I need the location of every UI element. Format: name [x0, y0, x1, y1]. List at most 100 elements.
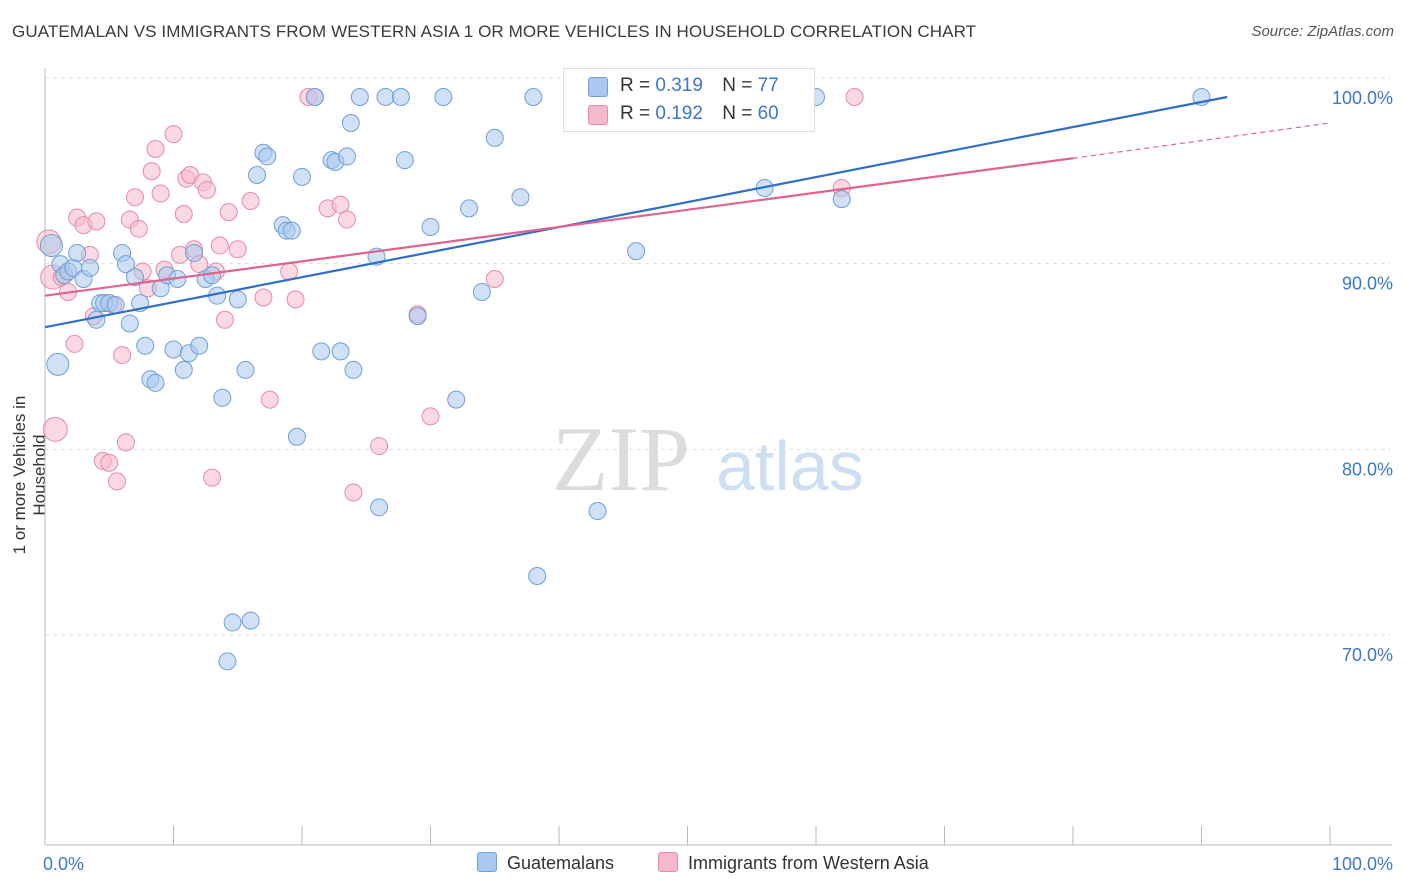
data-point-western-asia [125, 188, 144, 207]
data-point-western-asia [65, 334, 84, 353]
data-point-western-asia [164, 125, 183, 144]
data-point-western-asia [331, 195, 350, 214]
bottom-legend-swatch-pink [658, 852, 678, 872]
legend-n-label: N = [722, 103, 758, 124]
legend-swatch-pink [588, 105, 608, 125]
legend-r-value: 0.192 [655, 103, 703, 124]
data-point-guatemalans [228, 290, 247, 309]
y-tick-label: 90.0% [1342, 274, 1393, 294]
data-point-guatemalans [395, 151, 414, 170]
data-point-western-asia [113, 346, 132, 365]
correlation-legend: R = 0.319 N = 77 R = 0.192 N = 60 [563, 68, 815, 132]
gridlines [45, 77, 1390, 636]
bottom-legend-label: Guatemalans [507, 853, 615, 873]
chart-title: GUATEMALAN VS IMMIGRANTS FROM WESTERN AS… [12, 22, 977, 41]
data-point-western-asia [100, 453, 119, 472]
data-point-guatemalans [460, 199, 479, 218]
data-point-western-asia [151, 184, 170, 203]
data-point-guatemalans [146, 373, 165, 392]
legend-n-value: 77 [757, 75, 779, 96]
data-point-western-asia [260, 390, 279, 409]
data-point-guatemalans [282, 221, 301, 240]
data-point-guatemalans [370, 498, 389, 517]
y-tick-label: 100.0% [1332, 88, 1393, 108]
data-point-guatemalans [218, 652, 237, 671]
watermark-atlas: atlas [716, 427, 864, 505]
y-tick-label: 70.0% [1342, 645, 1393, 665]
data-point-western-asia [337, 210, 356, 229]
data-point-guatemalans [190, 336, 209, 355]
data-point-guatemalans [174, 360, 193, 379]
data-point-western-asia [197, 180, 216, 199]
bottom-legend-label: Immigrants from Western Asia [688, 853, 929, 873]
data-point-guatemalans [164, 340, 183, 359]
data-point-guatemalans [136, 336, 155, 355]
trend-line-western-asia [44, 157, 1074, 297]
source-label: Source: ZipAtlas.com [1251, 23, 1394, 40]
data-point-guatemalans [341, 113, 360, 132]
data-point-guatemalans [627, 242, 646, 261]
data-point-guatemalans [331, 342, 350, 361]
data-point-guatemalans [350, 88, 369, 106]
data-point-guatemalans [472, 282, 491, 301]
data-point-western-asia [254, 288, 273, 307]
data-point-guatemalans [434, 88, 453, 106]
data-point-guatemalans [524, 88, 543, 106]
data-point-guatemalans [337, 147, 356, 166]
data-point-guatemalans [68, 243, 87, 262]
data-point-guatemalans [447, 390, 466, 409]
legend-swatch-blue [588, 77, 608, 97]
data-point-western-asia [116, 433, 135, 452]
data-point-western-asia [87, 212, 106, 231]
data-point-guatemalans [421, 217, 440, 236]
data-point-guatemalans [46, 352, 70, 376]
legend-row-guatemalans: R = 0.319 N = 77 [588, 75, 779, 97]
legend-r-value: 0.319 [655, 75, 703, 96]
x-tick-label-min: 0.0% [43, 854, 84, 874]
data-point-western-asia [146, 139, 165, 158]
data-point-western-asia [286, 290, 305, 309]
data-point-guatemalans [248, 165, 267, 184]
data-point-guatemalans [116, 255, 135, 274]
data-point-guatemalans [241, 611, 260, 630]
y-tick-label: 80.0% [1342, 459, 1393, 479]
data-point-western-asia [142, 162, 161, 181]
trend-line-guatemalans [44, 95, 1228, 329]
tick-labels: 70.0% 80.0% 90.0% 100.0% 0.0% 100.0% [43, 88, 1393, 874]
data-point-guatemalans [223, 613, 242, 632]
data-point-western-asia [210, 236, 229, 255]
data-point-guatemalans [588, 502, 607, 521]
axes [44, 68, 1392, 846]
data-point-guatemalans [39, 234, 63, 258]
bottom-legend-western-asia: Immigrants from Western Asia [658, 852, 929, 874]
watermark-zip: ZIP [552, 408, 690, 510]
bottom-legend-guatemalans: Guatemalans [477, 852, 614, 874]
data-point-guatemalans [305, 88, 324, 106]
watermark: ZIP atlas [552, 408, 864, 510]
data-point-western-asia [219, 203, 238, 222]
data-point-guatemalans [391, 88, 410, 106]
data-point-western-asia [845, 88, 864, 106]
legend-row-western-asia: R = 0.192 N = 60 [588, 103, 779, 125]
trend-lines [44, 95, 1331, 329]
x-tick-label-max: 100.0% [1332, 854, 1393, 874]
data-point-guatemalans [344, 360, 363, 379]
data-point-guatemalans [528, 567, 547, 586]
data-point-guatemalans [258, 147, 277, 166]
data-point-guatemalans [376, 88, 395, 106]
data-point-western-asia [228, 240, 247, 259]
data-point-western-asia [485, 269, 504, 288]
data-point-western-asia [203, 468, 222, 487]
data-point-western-asia [42, 416, 68, 442]
legend-r-label: R = [620, 75, 656, 96]
data-point-guatemalans [87, 310, 106, 329]
series-guatemalans-points [39, 88, 1211, 671]
data-point-guatemalans [293, 167, 311, 186]
data-point-western-asia [215, 310, 234, 329]
legend-r-label: R = [620, 103, 656, 124]
data-point-western-asia [370, 437, 389, 456]
data-point-guatemalans [125, 268, 144, 287]
data-point-guatemalans [511, 188, 530, 207]
data-point-guatemalans [120, 314, 139, 333]
